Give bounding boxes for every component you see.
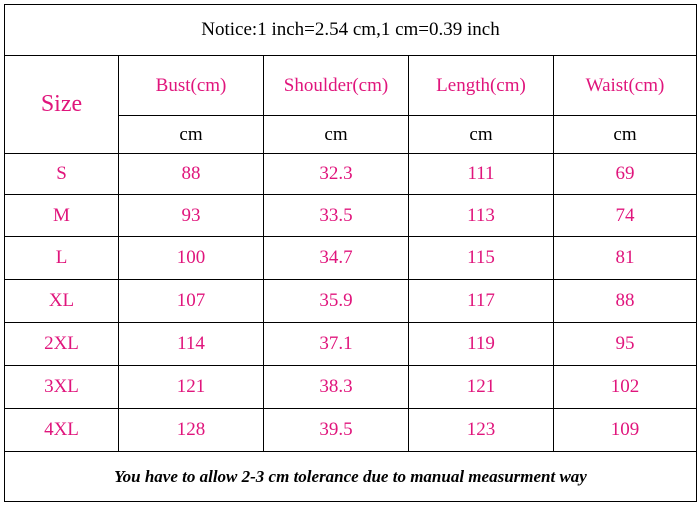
value-cell: 88 <box>553 279 697 323</box>
size-label: XL <box>4 279 119 323</box>
value-cell: 119 <box>408 322 554 366</box>
value-cell: 128 <box>118 408 264 452</box>
value-cell: 81 <box>553 236 697 280</box>
value-cell: 121 <box>408 365 554 409</box>
size-label: M <box>4 194 119 237</box>
value-cell: 39.5 <box>263 408 409 452</box>
value-cell: 102 <box>553 365 697 409</box>
unit-label: cm <box>553 115 697 154</box>
size-label: S <box>4 153 119 195</box>
size-label: L <box>4 236 119 280</box>
value-cell: 33.5 <box>263 194 409 237</box>
value-cell: 114 <box>118 322 264 366</box>
value-cell: 37.1 <box>263 322 409 366</box>
value-cell: 74 <box>553 194 697 237</box>
value-cell: 111 <box>408 153 554 195</box>
value-cell: 115 <box>408 236 554 280</box>
size-label: 4XL <box>4 408 119 452</box>
unit-label: cm <box>408 115 554 154</box>
data-row: M 93 33.5 113 74 <box>4 194 697 237</box>
value-cell: 100 <box>118 236 264 280</box>
unit-label: cm <box>118 115 264 154</box>
value-cell: 93 <box>118 194 264 237</box>
footer-row: You have to allow 2-3 cm tolerance due t… <box>4 451 697 502</box>
value-cell: 35.9 <box>263 279 409 323</box>
data-row: L 100 34.7 115 81 <box>4 236 697 280</box>
size-table: Notice:1 inch=2.54 cm,1 cm=0.39 inch Size… <box>4 4 697 502</box>
value-cell: 95 <box>553 322 697 366</box>
value-cell: 113 <box>408 194 554 237</box>
unit-row: cm cm cm cm <box>5 115 697 154</box>
notice: Notice:1 inch=2.54 cm,1 cm=0.39 inch <box>4 4 697 56</box>
value-cell: 109 <box>553 408 697 452</box>
value-cell: 123 <box>408 408 554 452</box>
value-cell: 69 <box>553 153 697 195</box>
column-header: Shoulder(cm) <box>263 55 409 116</box>
footer-note: You have to allow 2-3 cm tolerance due t… <box>4 451 697 502</box>
column-header: Length(cm) <box>408 55 554 116</box>
data-row: 2XL 114 37.1 119 95 <box>4 322 697 366</box>
value-cell: 117 <box>408 279 554 323</box>
size-header: Size <box>4 55 119 154</box>
value-cell: 88 <box>118 153 264 195</box>
size-label: 3XL <box>4 365 119 409</box>
unit-label: cm <box>263 115 409 154</box>
data-row: XL 107 35.9 117 88 <box>4 279 697 323</box>
column-header: Bust(cm) <box>118 55 264 116</box>
data-row: 3XL 121 38.3 121 102 <box>4 365 697 409</box>
data-row: S 88 32.3 111 69 <box>4 153 697 195</box>
value-cell: 121 <box>118 365 264 409</box>
notice-row: Notice:1 inch=2.54 cm,1 cm=0.39 inch <box>4 4 697 56</box>
data-row: 4XL 128 39.5 123 109 <box>4 408 697 452</box>
header-row: Size Bust(cm) Shoulder(cm) Length(cm) Waist(… <box>4 55 697 154</box>
value-cell: 38.3 <box>263 365 409 409</box>
value-cell: 34.7 <box>263 236 409 280</box>
value-cell: 107 <box>118 279 264 323</box>
value-cell: 32.3 <box>263 153 409 195</box>
size-label: 2XL <box>4 322 119 366</box>
column-header: Waist(cm) <box>553 55 697 116</box>
